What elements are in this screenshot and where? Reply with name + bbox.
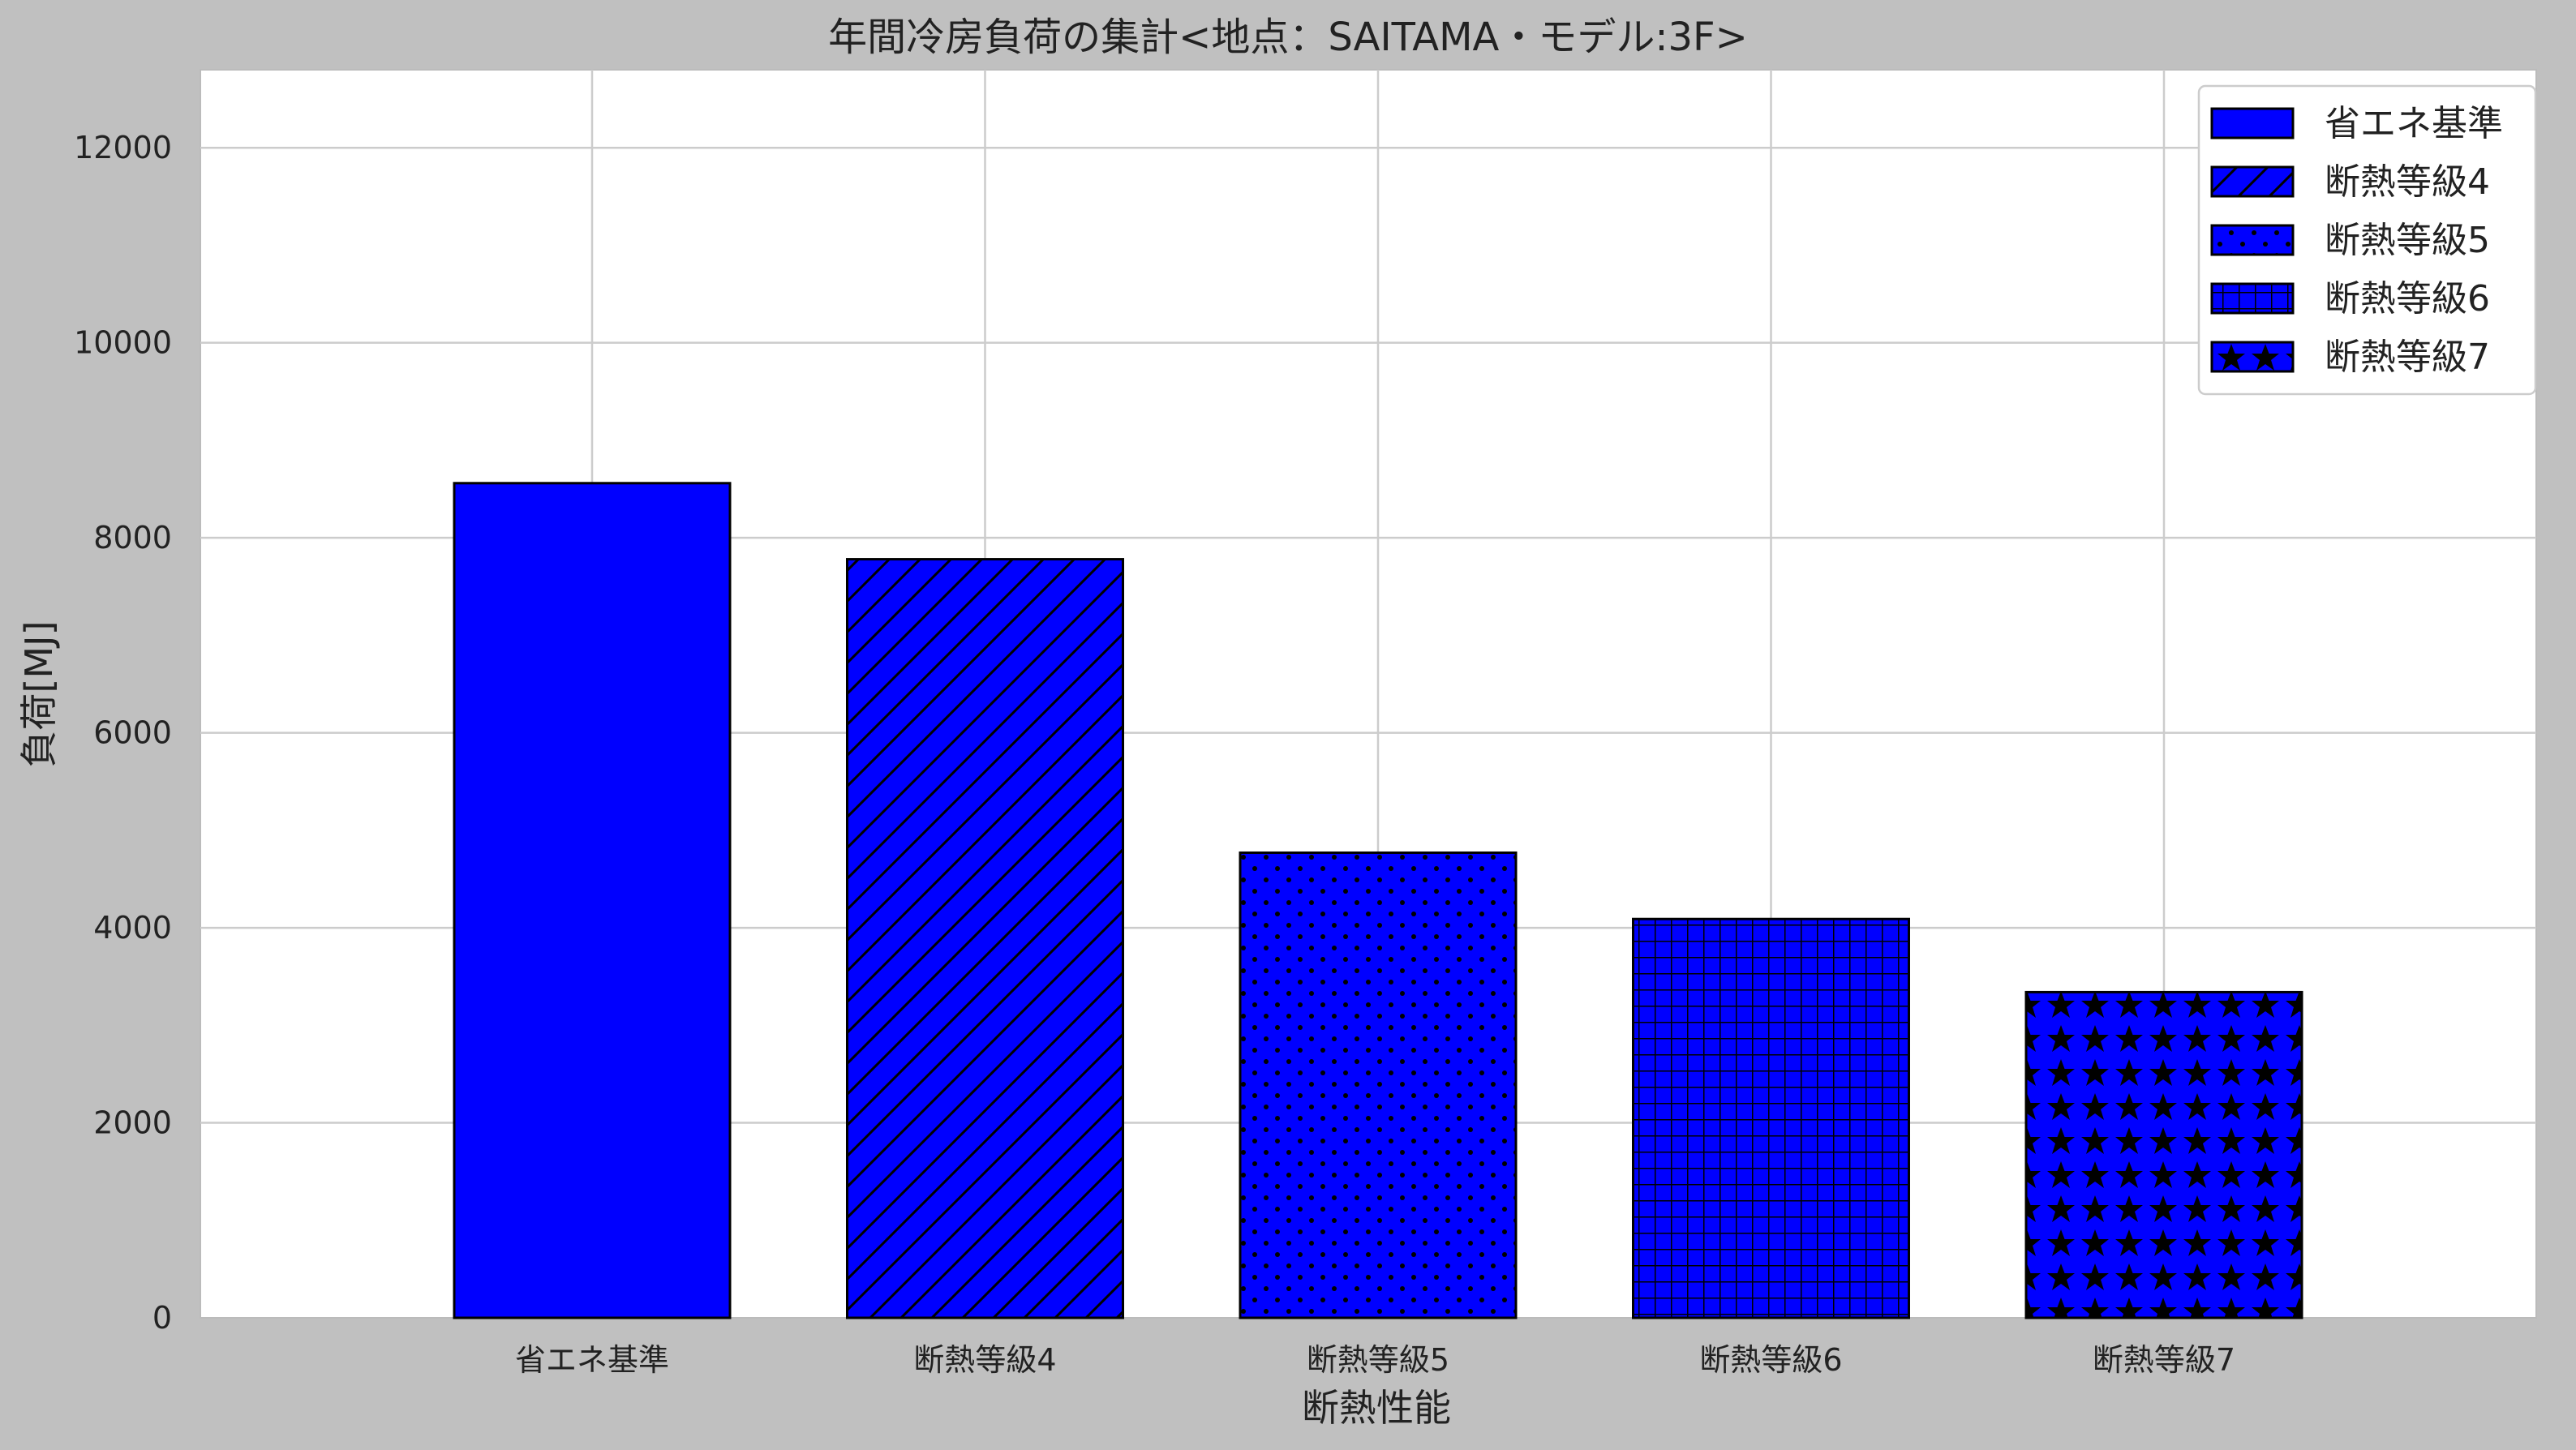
- x-tick-label: 断熱等級4: [913, 1342, 1056, 1378]
- x-tick-label: 断熱等級6: [1699, 1342, 1842, 1378]
- y-tick-label: 4000: [93, 910, 172, 946]
- legend-label: 断熱等級5: [2325, 220, 2490, 261]
- legend-swatch: [2210, 224, 2295, 256]
- legend-box: [2197, 84, 2537, 396]
- x-axis-label: 断熱性能: [1302, 1386, 1451, 1430]
- legend-swatch: [2210, 282, 2295, 315]
- y-tick-label: 2000: [93, 1105, 172, 1141]
- legend-label: 省エネ基準: [2325, 103, 2503, 144]
- y-tick-label: 6000: [93, 715, 172, 751]
- y-tick-label: 0: [152, 1300, 172, 1336]
- bar: [453, 482, 732, 1319]
- bar: [2024, 990, 2303, 1319]
- bars: [453, 482, 2303, 1319]
- y-tick-label: 10000: [74, 325, 172, 361]
- bar: [1239, 851, 1518, 1319]
- y-axis-label: 負荷[MJ]: [17, 620, 61, 767]
- bar: [1632, 917, 1910, 1319]
- y-tick-label: 12000: [74, 130, 172, 165]
- y-tick-label: 8000: [93, 520, 172, 556]
- chart-title: 年間冷房負荷の集計<地点：SAITAMA・モデル:3F>: [828, 15, 1748, 60]
- legend-swatch: [2210, 341, 2295, 373]
- legend-swatch: [2210, 165, 2295, 198]
- legend-swatch: [2210, 107, 2295, 139]
- legend-label: 断熱等級4: [2325, 161, 2490, 203]
- x-axis-ticks: 省エネ基準 断熱等級4 断熱等級5 断熱等級6 断熱等級7: [515, 1342, 2235, 1378]
- legend-label: 断熱等級6: [2325, 278, 2490, 320]
- legend-label: 断熱等級7: [2325, 337, 2490, 378]
- bar: [846, 558, 1124, 1319]
- x-tick-label: 断熱等級5: [1307, 1342, 1449, 1378]
- x-tick-label: 断熱等級7: [2093, 1342, 2235, 1378]
- x-tick-label: 省エネ基準: [515, 1342, 669, 1378]
- y-axis-ticks: 0 2000 4000 6000 8000 10000 12000: [74, 130, 172, 1336]
